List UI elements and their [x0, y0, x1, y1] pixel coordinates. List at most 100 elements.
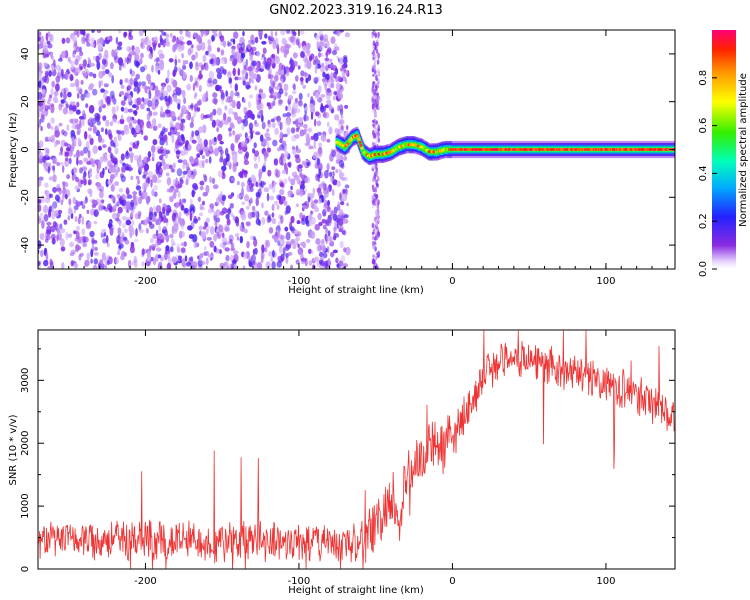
- spectrogram-cell: [131, 50, 136, 55]
- spectrogram-cell: [38, 178, 42, 187]
- spectrogram-cell: [272, 139, 278, 147]
- spectrogram-cell: [93, 252, 100, 256]
- spectrogram-cell: [155, 205, 162, 214]
- spectrogram-cell: [261, 244, 265, 254]
- spectrogram-cell: [340, 255, 346, 262]
- spectrogram-cell: [81, 35, 86, 45]
- spectrogram-cell: [236, 116, 242, 125]
- spectrogram-cell: [208, 139, 213, 147]
- spectrogram-cell: [230, 143, 235, 152]
- spectrogram-cell: [157, 254, 162, 259]
- spectrogram-cell: [106, 36, 111, 41]
- spectrogram-cell: [132, 104, 137, 109]
- spectrogram-cell: [196, 153, 201, 158]
- spectrogram-cell: [194, 103, 198, 112]
- spectrogram-cell: [133, 132, 137, 138]
- spectrogram-cell: [248, 39, 252, 44]
- spectrogram-cell: [310, 231, 316, 239]
- spectrogram-cell: [86, 209, 90, 214]
- spectrogram-cell: [371, 95, 375, 100]
- spectrogram-cell: [106, 259, 110, 266]
- spectrogram-cell: [266, 102, 271, 107]
- spectrogram-cell: [205, 257, 209, 266]
- spectrogram-cell: [302, 204, 306, 209]
- spectrogram-cell: [236, 194, 242, 200]
- spectrogram-cell: [283, 133, 288, 138]
- spectrogram-cell: [213, 136, 217, 142]
- spectrogram-cell: [166, 262, 172, 269]
- spectrogram-cell: [124, 57, 128, 63]
- spectrogram-cell: [138, 196, 142, 205]
- spectrogram-cell: [192, 261, 198, 269]
- spectrogram-cell: [114, 181, 119, 187]
- spectrogram-cell: [324, 169, 329, 179]
- spectrogram-cell: [132, 119, 138, 124]
- spectrogram-cell: [377, 214, 380, 220]
- spectrogram-cell: [152, 139, 158, 146]
- spectrogram-cell: [90, 248, 94, 258]
- spectrogram-cell: [205, 90, 209, 100]
- spectrogram-cell: [296, 220, 301, 225]
- spectrogram-cell: [335, 68, 339, 75]
- spectrogram-cell: [130, 155, 134, 164]
- spectrogram-cell: [46, 221, 52, 226]
- spectrogram-cell: [375, 209, 378, 217]
- spectrogram-cell: [271, 249, 275, 258]
- spectrogram-cell: [315, 34, 320, 41]
- spectrogram-cell: [114, 48, 118, 58]
- spectrogram-cell: [60, 91, 63, 98]
- spectrogram-cell: [229, 122, 234, 129]
- spectrogram-cell: [85, 34, 89, 44]
- spectrogram-cell: [179, 41, 185, 45]
- spectrogram-cell: [98, 37, 104, 45]
- spectrogram-cell: [302, 124, 308, 129]
- spectrogram-cell: [247, 179, 252, 185]
- spectrogram-cell: [333, 226, 337, 232]
- spectrogram-cell: [90, 117, 97, 125]
- spectrogram-cell: [339, 67, 345, 72]
- spectrogram-cell: [248, 202, 252, 207]
- spectrogram-cell: [49, 103, 55, 107]
- spectrogram-cell: [141, 97, 145, 102]
- spectrogram-cell: [92, 199, 96, 205]
- spectrogram-cell: [192, 183, 198, 190]
- spectrogram-cell: [135, 185, 142, 191]
- spectrogram-cell: [172, 44, 177, 53]
- spectrogram-cell: [233, 31, 239, 39]
- spectrogram-cell: [174, 202, 178, 209]
- spectrogram-cell: [90, 37, 95, 44]
- spectrogram-cell: [287, 251, 293, 256]
- spectrogram-cell: [342, 229, 347, 236]
- spectrogram-cell: [57, 209, 63, 214]
- spectrogram-cell: [170, 246, 174, 253]
- spectrogram-cell: [45, 32, 49, 42]
- spectrogram-cell: [85, 141, 90, 150]
- spectrogram-cell: [260, 255, 264, 264]
- spectrogram-cell: [340, 115, 344, 119]
- spectrogram-cell: [194, 157, 199, 166]
- spectrogram-cell: [289, 226, 295, 232]
- spectrogram-cell: [148, 90, 152, 100]
- spectrogram-cell: [246, 241, 250, 249]
- spectrogram-cell: [194, 130, 200, 136]
- spectrogram-cell: [212, 108, 217, 116]
- spectrogram-cell: [97, 161, 102, 170]
- spectrogram-cell: [164, 204, 168, 210]
- spectrogram-cell: [376, 92, 379, 96]
- spectrogram-cell: [270, 118, 275, 123]
- spectrogram-cell: [246, 205, 250, 210]
- spectrogram-cell: [220, 153, 224, 163]
- spectrogram-cell: [320, 102, 324, 112]
- spectrogram-cell: [328, 209, 332, 213]
- spectrogram-cell: [335, 257, 339, 264]
- spectrogram-cell: [217, 193, 223, 202]
- spectrogram-cell: [124, 228, 128, 234]
- spectrogram-cell: [59, 223, 63, 230]
- spectrogram-cell: [232, 67, 236, 77]
- spectrogram-cell: [266, 192, 270, 202]
- spectrogram-cell: [295, 127, 299, 133]
- spectrogram-cell: [241, 124, 245, 131]
- spectrogram-cell: [173, 94, 178, 103]
- spectrogram-cell: [207, 77, 213, 84]
